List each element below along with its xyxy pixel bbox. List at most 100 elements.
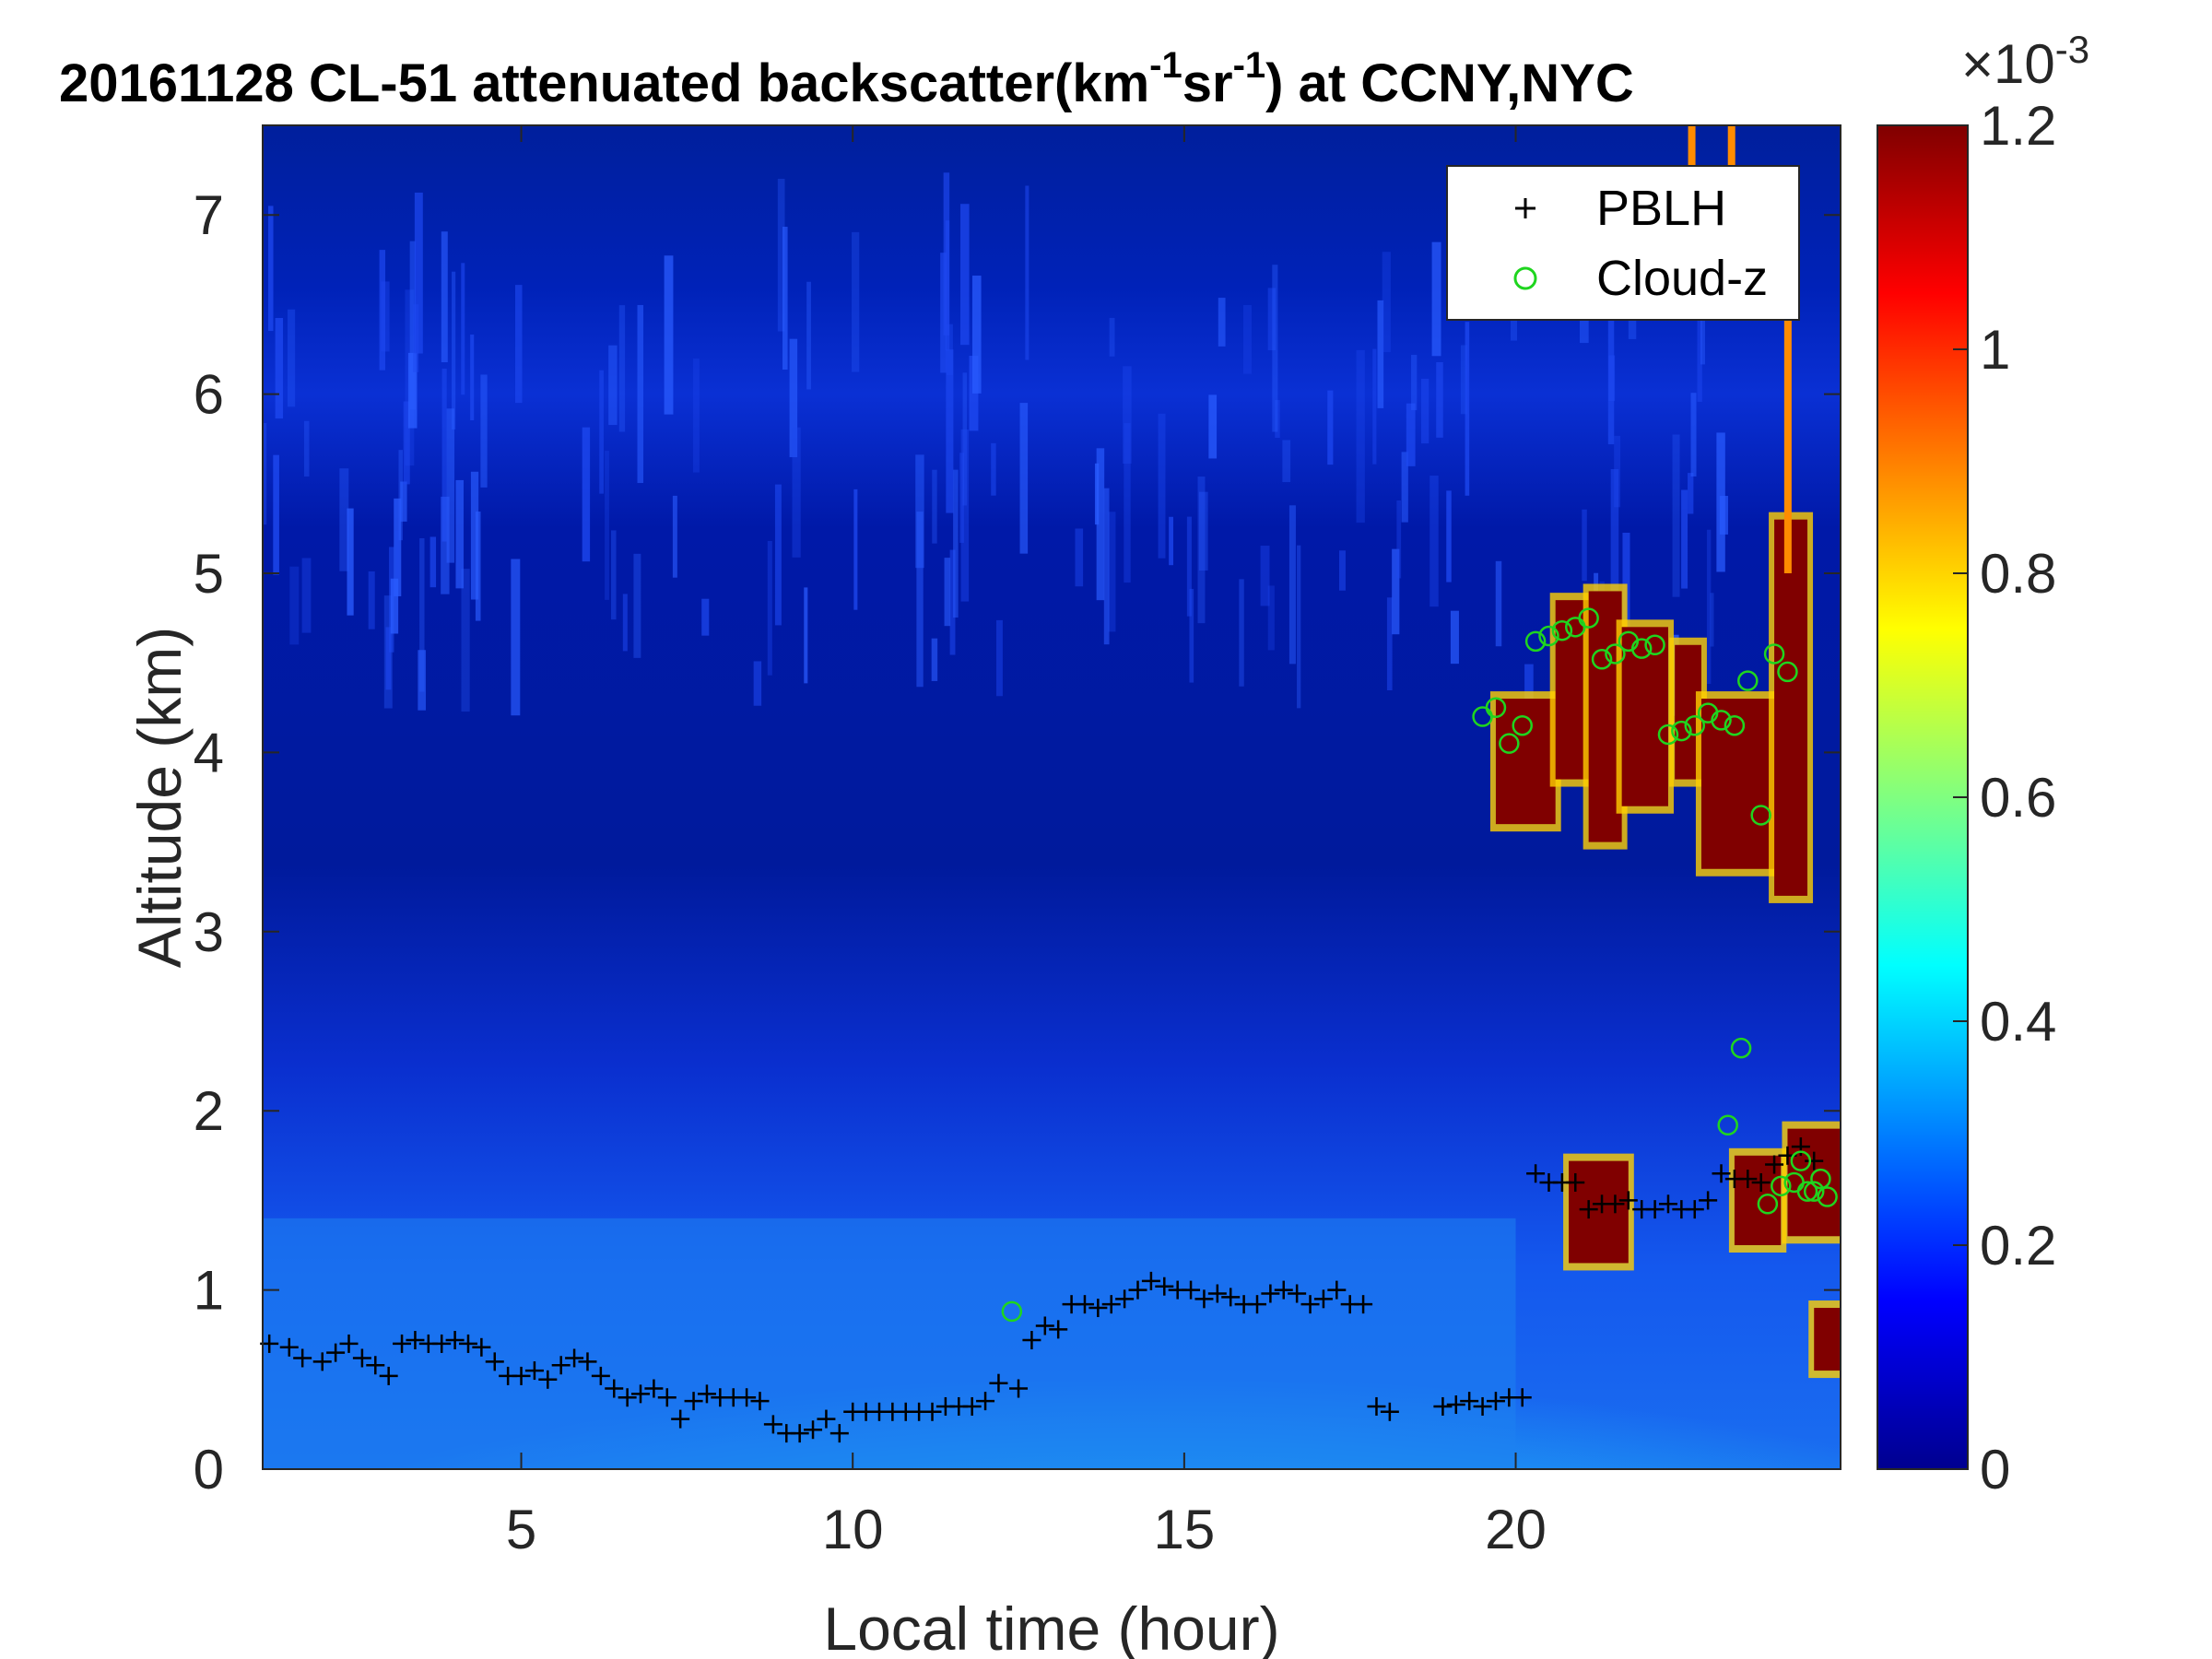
pblh-marker [1141,1271,1160,1290]
backscatter-streak [692,359,700,473]
pblh-marker [432,1334,452,1353]
pblh-marker [1049,1320,1068,1339]
backscatter-streak [480,374,488,488]
backscatter-streak [381,281,390,352]
backscatter-streak [1608,355,1616,402]
backscatter-streak [403,401,410,485]
backscatter-streak [1430,476,1439,607]
pblh-marker [976,1392,995,1411]
backscatter-streak [1700,295,1706,365]
backscatter-streak [1297,545,1301,709]
backscatter-streak [470,334,475,421]
pblh-marker [1194,1289,1214,1309]
cloud-z-marker [1684,714,1705,736]
pblh-marker [1274,1280,1293,1300]
backscatter-streak [1260,546,1270,606]
pblh-marker [458,1334,477,1353]
pblh-marker [1618,1191,1638,1210]
pblh-marker [512,1366,531,1385]
title-mid: sr [1182,53,1233,113]
pblh-marker [1460,1392,1479,1411]
backscatter-streak [339,468,349,571]
backscatter-streak [1706,529,1712,685]
y-axis-label: Altitude (km) [125,627,194,968]
pblh-marker [1221,1288,1241,1307]
backscatter-streak [916,512,924,688]
colorbar-tick-label: 0.2 [1980,1215,2056,1277]
pblh-marker [1327,1280,1347,1300]
pblh-marker [1433,1396,1453,1416]
heatmap-field [263,125,1841,1469]
backscatter-streak [1186,516,1192,617]
backscatter-streak [633,553,641,658]
pblh-marker [1367,1396,1386,1416]
backscatter-streak [664,255,674,415]
pblh-marker [1765,1155,1784,1174]
backscatter-streak [385,627,392,690]
backscatter-streak [940,253,947,373]
backscatter-streak [470,471,479,600]
cloud-z-marker [1757,1194,1779,1215]
backscatter-streak [1672,434,1680,597]
pblh-marker [1354,1295,1373,1314]
cloud-z-marker [1711,710,1732,731]
backscatter-streak [1108,512,1116,632]
backscatter-streak [1495,560,1502,647]
pblh-marker [1101,1295,1121,1314]
cloud-block [1814,1308,1841,1371]
pblh-marker [279,1337,299,1357]
backscatter-streak [1386,597,1393,691]
colorbar-tick-label: 0.8 [1980,543,2056,605]
cloud-z-marker [1644,634,1665,656]
backscatter-streak [379,250,386,371]
cloud-z-marker [1810,1168,1831,1190]
x-axis: 5 10 15 20 [506,125,1547,1560]
pblh-marker [1207,1284,1227,1303]
backscatter-streak [672,495,677,578]
cloud-block [1569,1160,1629,1264]
backscatter-streak [1460,345,1467,415]
backscatter-streak [599,370,604,494]
backscatter-streak [1272,265,1278,432]
backscatter-streak [618,305,626,432]
backscatter-streak [452,271,456,429]
y-axis: 0 1 2 3 4 5 6 7 [194,184,1841,1500]
cloud-z-marker [1724,714,1746,736]
cloud-z-marker [1524,630,1547,653]
backscatter-streak [1338,550,1346,591]
backscatter-streak [767,540,772,676]
backscatter-streak [1103,488,1110,645]
backscatter-streak [511,559,521,716]
backscatter-streak [287,309,296,407]
pblh-marker [1512,1388,1532,1407]
backscatter-streak [622,594,628,652]
backscatter-streak [853,488,858,610]
legend: PBLH Cloud-z [1446,165,1800,321]
cloud-z-marker [1817,1186,1838,1207]
pblh-marker [1699,1191,1718,1210]
backscatter-streak [1123,366,1132,465]
backscatter-streak [1719,495,1728,535]
backscatter-streak [789,338,798,458]
backscatter-streak [1275,400,1280,439]
title-sup1: -1 [1149,45,1182,86]
pblh-marker [339,1334,359,1353]
pblh-marker [326,1343,346,1362]
colorbar-exponent-base: ×10 [1961,33,2055,95]
pblh-marker [618,1388,637,1407]
pblh-marker [1738,1170,1758,1189]
pblh-marker [1566,1172,1585,1192]
pblh-marker [1685,1200,1704,1219]
backscatter-streak [946,324,953,376]
backscatter-streak [701,598,710,636]
pblh-marker [445,1331,465,1350]
backscatter-streak [390,578,399,634]
backscatter-streak [1096,448,1105,601]
backscatter-streak [1282,440,1291,483]
backscatter-streak [1327,390,1334,465]
pblh-marker [1645,1200,1665,1219]
backscatter-streak [611,530,617,620]
pblh-marker [565,1348,584,1368]
pblh-marker [578,1352,597,1371]
backscatter-streak [289,566,300,645]
